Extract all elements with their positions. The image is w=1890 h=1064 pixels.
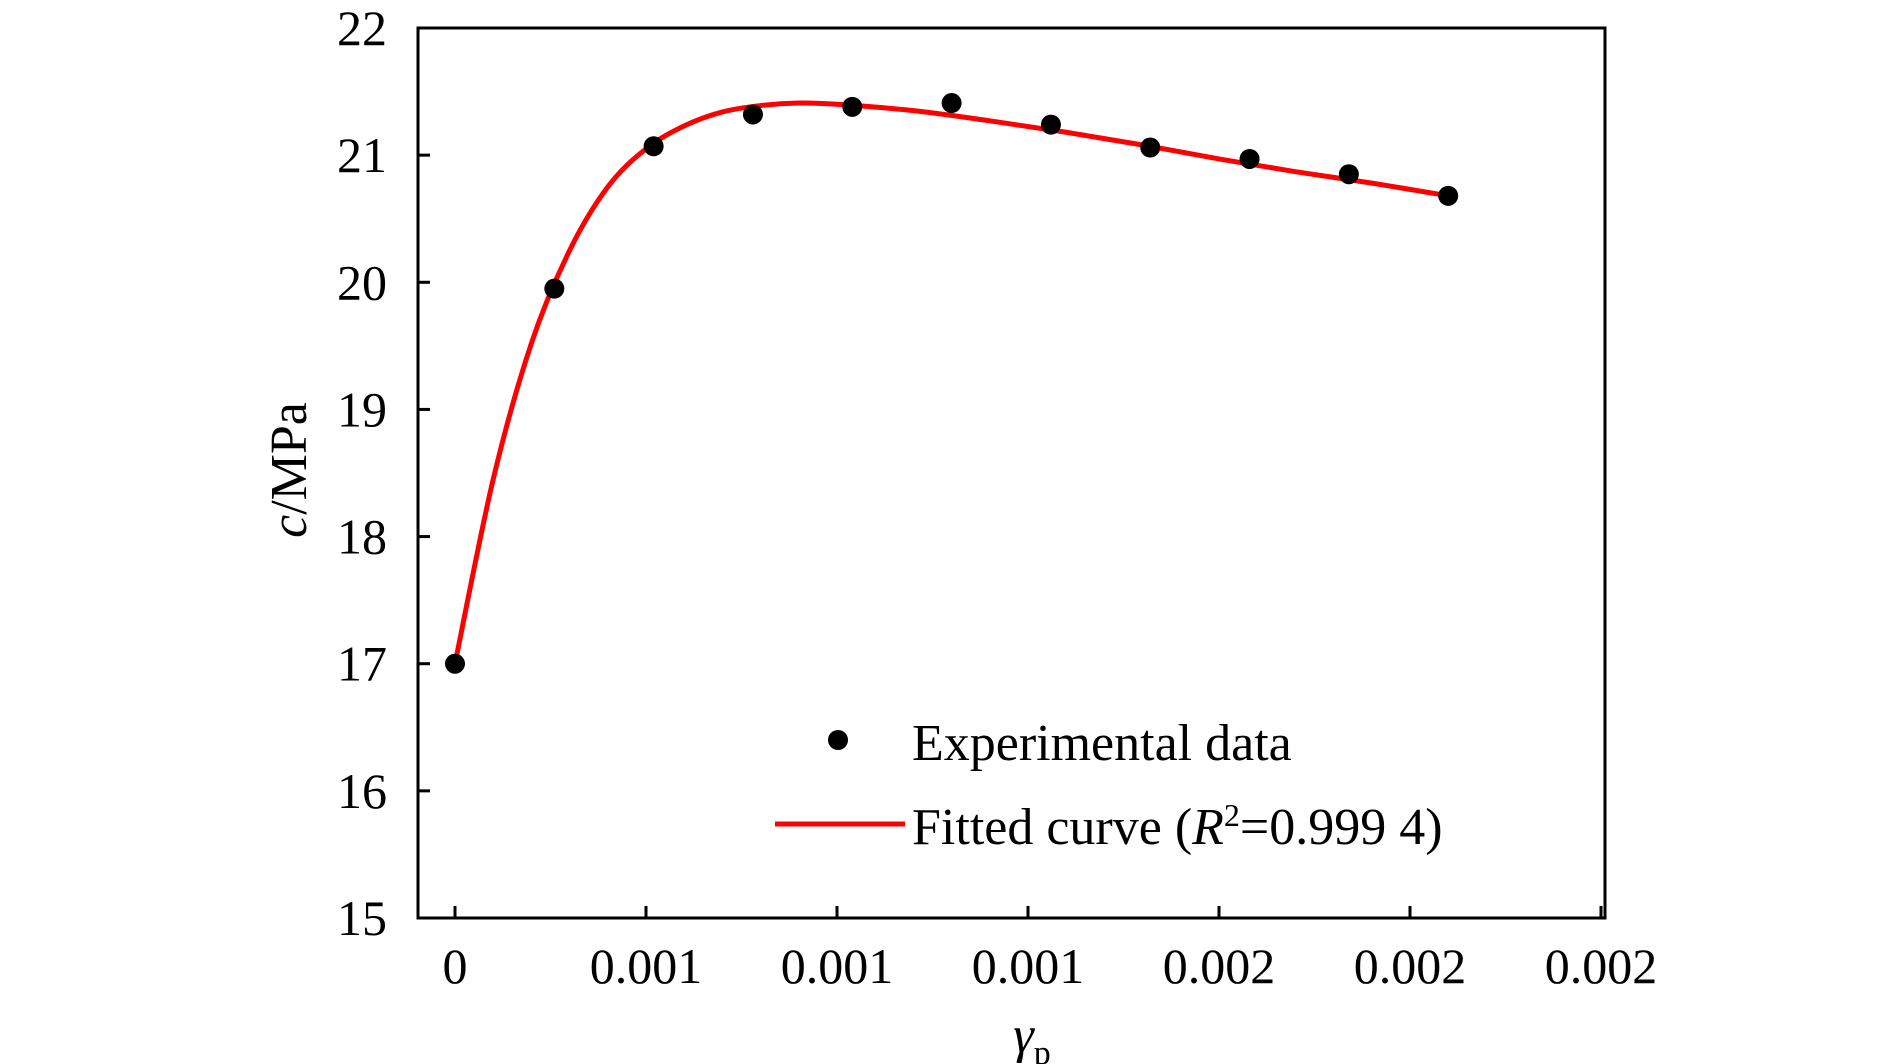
x-axis-label: γp <box>1013 1007 1051 1064</box>
experimental-data-point <box>1040 114 1061 135</box>
y-axis-tick-label: 16 <box>337 763 387 819</box>
x-axis-tick-label: 0.001 <box>781 938 894 994</box>
experimental-data-point <box>842 96 863 117</box>
experimental-data-point <box>544 278 565 299</box>
legend-fitted-sup: 2 <box>1224 797 1240 833</box>
legend-fitted-prefix: Fitted curve ( <box>912 799 1192 856</box>
experimental-data-point <box>1438 185 1459 206</box>
legend-fitted-value: =0.999 4) <box>1240 799 1443 856</box>
y-axis-tick-label: 20 <box>337 254 387 310</box>
legend: Experimental data Fitted curve (R2=0.999… <box>775 715 1443 856</box>
experimental-data-point <box>941 93 962 114</box>
y-axis-tick-label: 22 <box>337 0 387 56</box>
legend-label-experimental: Experimental data <box>912 715 1292 772</box>
x-axis-tick-label: 0.001 <box>972 938 1085 994</box>
plot-frame <box>416 26 1607 920</box>
x-axis-ticks: 0 0.001 0.001 0.001 0.002 0.002 0.002 <box>443 906 1658 994</box>
y-axis-symbol: c <box>261 515 318 538</box>
y-axis-tick-label: 17 <box>337 636 387 692</box>
y-axis-ticks: 15 16 17 18 19 20 21 22 <box>337 0 430 946</box>
x-axis-tick-label: 0 <box>443 938 468 994</box>
experimental-data-point <box>643 136 664 157</box>
legend-label-fitted: Fitted curve (R2=0.999 4) <box>912 797 1443 856</box>
x-axis-symbol: γ <box>1013 1007 1035 1064</box>
y-axis-tick-label: 18 <box>337 509 387 565</box>
experimental-data-point <box>445 653 465 674</box>
y-axis-label: c/MPa <box>261 402 318 538</box>
fitted-curve-line <box>452 100 1451 667</box>
experimental-data-point <box>1140 137 1161 158</box>
x-axis-tick-label: 0.001 <box>590 938 703 994</box>
experimental-data-point <box>1239 148 1260 169</box>
x-axis-tick-label: 0.002 <box>1545 938 1658 994</box>
experimental-data-point <box>742 104 763 125</box>
legend-fitted-r: R <box>1191 799 1224 856</box>
y-axis-tick-label: 19 <box>337 381 387 437</box>
x-axis-subscript: p <box>1034 1035 1051 1064</box>
y-axis-tick-label: 15 <box>337 890 387 946</box>
y-axis-unit: /MPa <box>261 402 318 515</box>
legend-marker-experimental <box>828 730 848 750</box>
series-layer <box>445 93 1459 674</box>
y-axis-tick-label: 21 <box>337 127 387 183</box>
x-axis-tick-label: 0.002 <box>1354 938 1467 994</box>
experimental-data-point <box>1338 164 1359 185</box>
x-axis-tick-label: 0.002 <box>1163 938 1276 994</box>
